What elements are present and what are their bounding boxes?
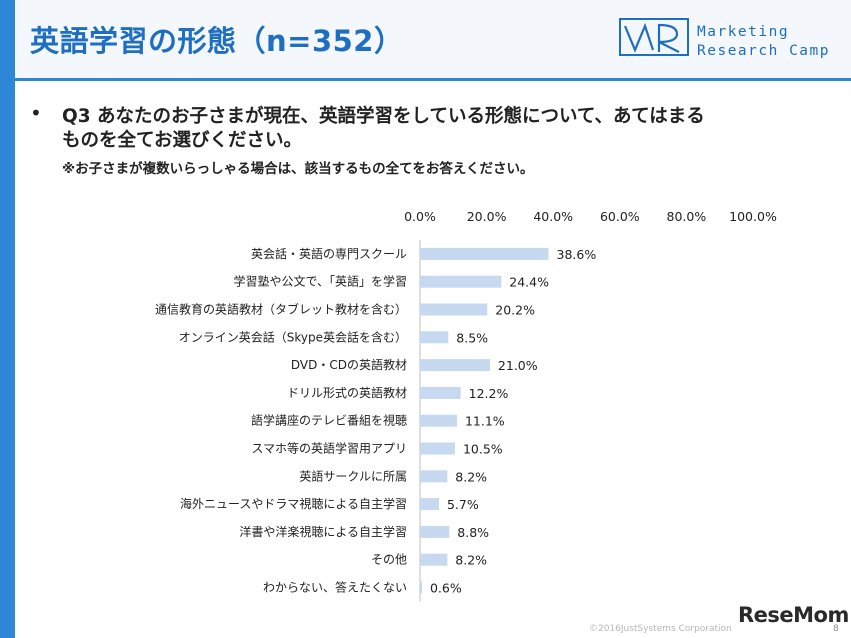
- category-label: スマホ等の英語学習用アプリ: [251, 441, 407, 456]
- bar: [420, 470, 448, 483]
- category-label: 英会話・英語の専門スクール: [251, 246, 407, 261]
- category-label: 学習塾や公文で、「英語」を学習: [233, 274, 407, 289]
- x-tick-label: 80.0%: [667, 209, 707, 224]
- category-label: その他: [371, 553, 407, 567]
- marketing-research-camp-logo: Marketing Research Camp: [619, 16, 843, 66]
- bar: [420, 442, 455, 455]
- bar: [420, 275, 502, 288]
- header-divider: [15, 78, 851, 81]
- x-tick-label: 60.0%: [600, 209, 640, 224]
- data-label: 38.6%: [557, 247, 597, 262]
- x-tick-label: 100.0%: [729, 209, 777, 224]
- left-accent-bar: [0, 0, 15, 638]
- data-label: 12.2%: [469, 386, 509, 401]
- data-label: 8.5%: [456, 330, 488, 345]
- resemom-logo: ReseMom: [738, 603, 849, 627]
- data-label: 10.5%: [463, 442, 503, 457]
- data-label: 20.2%: [495, 303, 535, 318]
- bar: [420, 247, 549, 260]
- x-tick-label: 40.0%: [533, 209, 573, 224]
- category-label: ドリル形式の英語教材: [287, 385, 407, 400]
- mrc-logo-mark-icon: [619, 18, 689, 56]
- bar: [420, 303, 488, 316]
- copyright-text: ©2016JustSystems Corporation: [589, 624, 732, 634]
- category-label: 英語サークルに所属: [299, 468, 407, 483]
- question-text-line2: ものを全てお選びください。: [62, 130, 302, 151]
- page-title: 英語学習の形態（n=352）: [30, 24, 404, 58]
- data-label: 24.4%: [509, 275, 549, 290]
- category-label: 通信教育の英語教材（タブレット教材を含む）: [155, 302, 407, 317]
- data-label: 8.8%: [457, 525, 489, 540]
- data-label: 11.1%: [465, 414, 505, 429]
- category-label: 洋書や洋楽視聴による自主学習: [239, 524, 407, 539]
- data-label: 8.2%: [455, 469, 487, 484]
- data-label: 21.0%: [498, 358, 538, 373]
- x-tick-label: 0.0%: [404, 209, 436, 224]
- data-label: 0.6%: [430, 581, 462, 596]
- bar: [420, 498, 439, 511]
- header-band: [15, 0, 851, 78]
- bar: [420, 386, 461, 399]
- bar: [420, 525, 450, 538]
- question-note: ※お子さまが複数いらっしゃる場合は、該当するもの全てをお答えください。: [62, 161, 534, 177]
- data-label: 5.7%: [447, 497, 479, 512]
- category-label: わからない、答えたくない: [263, 580, 407, 595]
- page-number: 8: [833, 624, 839, 634]
- logo-text-marketing: Marketing: [697, 24, 790, 40]
- question-bullet: •: [30, 101, 42, 125]
- category-label: 語学講座のテレビ番組を視聴: [251, 413, 407, 428]
- bar: [420, 414, 457, 427]
- bar: [420, 359, 490, 372]
- bar: [420, 331, 449, 344]
- x-tick-label: 20.0%: [467, 209, 507, 224]
- category-label: DVD・CDの英語教材: [291, 357, 407, 372]
- question-text-line1: Q3 あなたのお子さまが現在、英語学習をしている形態について、あてはまる: [62, 106, 705, 127]
- bar: [420, 553, 448, 566]
- logo-text-research-camp: Research Camp: [697, 43, 830, 59]
- category-label: 海外ニュースやドラマ視聴による自主学習: [180, 496, 407, 511]
- bar: [420, 581, 422, 594]
- category-label: オンライン英会話（Skype英会話を含む）: [179, 329, 407, 344]
- data-label: 8.2%: [455, 553, 487, 568]
